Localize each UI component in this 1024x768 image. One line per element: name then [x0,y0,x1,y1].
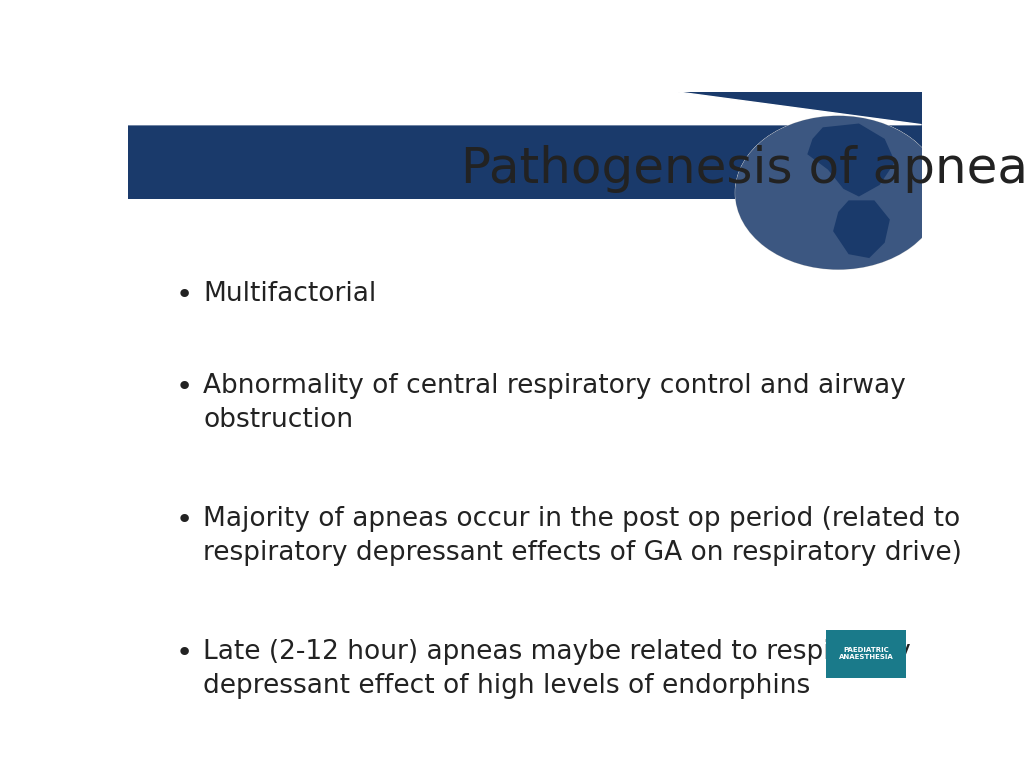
Text: •: • [176,506,193,534]
Circle shape [735,116,941,270]
Text: •: • [176,281,193,310]
Text: Multifactorial: Multifactorial [204,281,377,307]
Text: Pathogenesis of apneas: Pathogenesis of apneas [461,145,1024,193]
Polygon shape [0,0,922,124]
Text: Abnormality of central respiratory control and airway
obstruction: Abnormality of central respiratory contr… [204,373,906,433]
FancyBboxPatch shape [128,92,922,199]
Polygon shape [0,0,125,199]
Polygon shape [807,124,895,197]
Circle shape [735,116,941,270]
Text: Late (2-12 hour) apneas maybe related to respiratory
depressant effect of high l: Late (2-12 hour) apneas maybe related to… [204,639,911,699]
Text: PAEDIATRIC
ANAESTHESIA: PAEDIATRIC ANAESTHESIA [839,647,893,660]
Text: Majority of apneas occur in the post op period (related to
respiratory depressan: Majority of apneas occur in the post op … [204,506,963,566]
FancyBboxPatch shape [826,631,905,677]
Text: •: • [176,639,193,667]
FancyBboxPatch shape [128,92,922,124]
Text: •: • [176,373,193,401]
Polygon shape [834,200,890,258]
Circle shape [735,116,941,270]
